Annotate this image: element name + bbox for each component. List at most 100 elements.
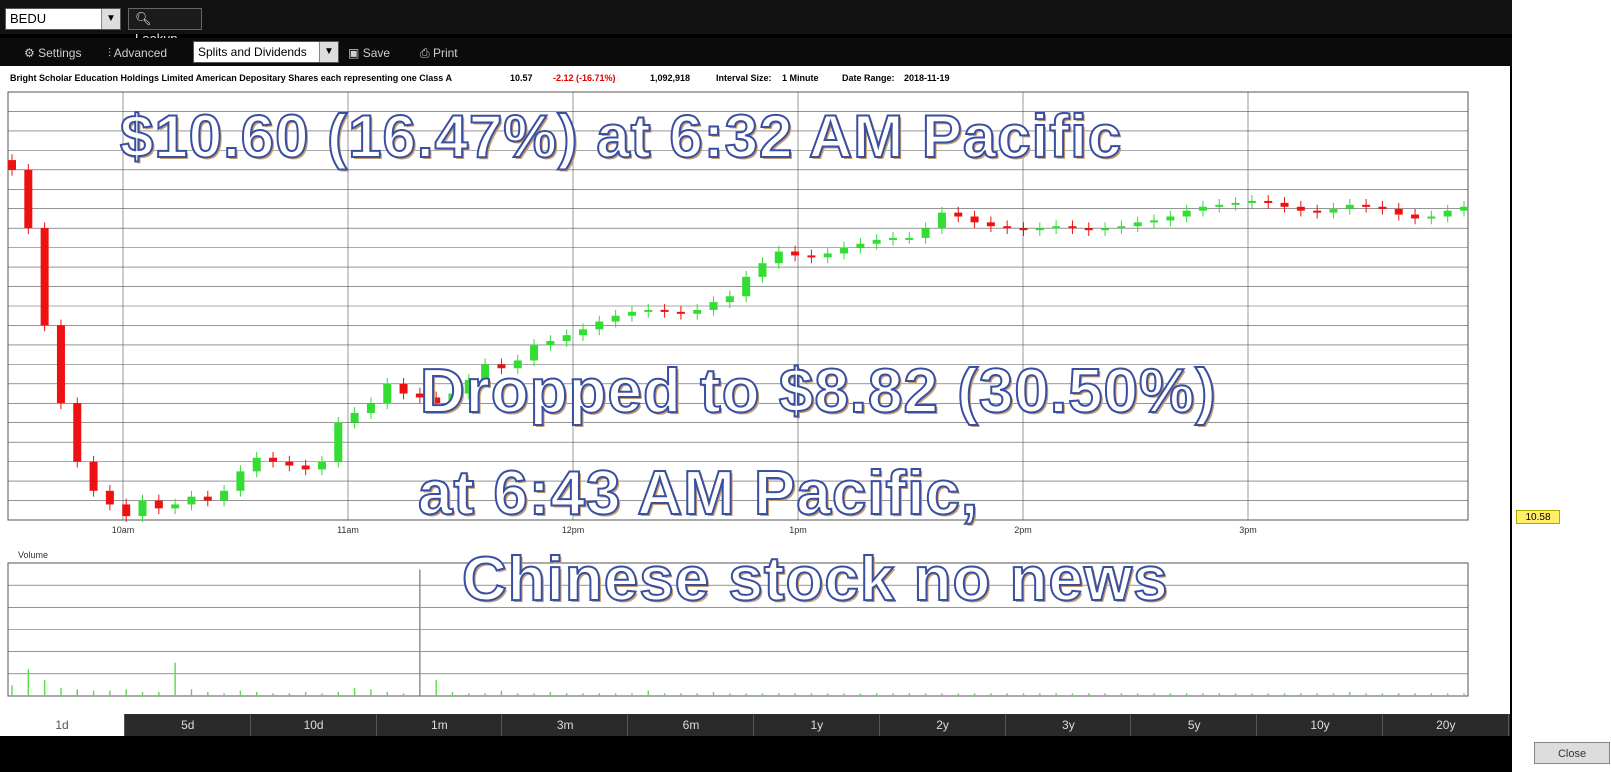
candle-body	[1068, 226, 1077, 229]
period-20y[interactable]: 20y	[1384, 714, 1509, 736]
candle-body	[758, 263, 767, 277]
x-tick-label: 11am	[337, 525, 359, 535]
candle-body	[1411, 214, 1420, 219]
candle-body	[709, 302, 718, 310]
candle-body	[1313, 210, 1322, 213]
annotation-line-1: $10.60 (16.47%) at 6:32 AM Pacific	[119, 102, 1123, 171]
candle-body	[921, 228, 930, 238]
advanced-button[interactable]: ⫶ Advanced	[108, 43, 167, 63]
candle-body	[905, 237, 914, 240]
current-price-tag: 10.58	[1516, 510, 1560, 524]
candle-body	[203, 496, 212, 501]
candle-body	[252, 457, 261, 472]
candle-body	[840, 247, 849, 254]
period-5d[interactable]: 5d	[126, 714, 251, 736]
candle-body	[1182, 210, 1191, 217]
period-10d[interactable]: 10d	[252, 714, 377, 736]
candle-body	[236, 471, 245, 491]
candle-body	[464, 379, 473, 394]
interval-value: 1 Minute	[782, 73, 819, 83]
period-1m[interactable]: 1m	[377, 714, 503, 736]
candle-body	[1443, 210, 1452, 217]
period-1y[interactable]: 1y	[755, 714, 880, 736]
candle-body	[791, 251, 800, 256]
candle-body	[171, 504, 180, 509]
splits-label: Splits and Dividends	[198, 45, 307, 59]
candle-body	[1215, 204, 1224, 207]
status-area	[0, 736, 1512, 772]
chevron-down-icon[interactable]: ▼	[319, 42, 338, 62]
symbol-value: BEDU	[10, 11, 47, 26]
candle-body	[317, 461, 326, 470]
candle-body	[1394, 208, 1403, 215]
gear-icon: ⚙	[24, 46, 35, 60]
print-label: Print	[432, 46, 458, 60]
period-3m[interactable]: 3m	[503, 714, 629, 736]
candle-body	[1101, 228, 1110, 231]
settings-label: Settings	[38, 46, 82, 60]
splits-dividends-select[interactable]: Splits and Dividends ▼	[193, 41, 339, 63]
candle-body	[1247, 200, 1256, 203]
candle-body	[154, 500, 163, 509]
candle-body	[693, 309, 702, 314]
candle-body	[1460, 206, 1468, 211]
annotation-line-2: Dropped to $8.82 (30.50%)	[419, 356, 1217, 427]
volume-axis-label: Volume	[18, 550, 48, 560]
candle-body	[970, 216, 979, 223]
candle-body	[1378, 206, 1387, 209]
annotation-line-4: Chinese stock no news	[461, 544, 1169, 615]
quote-info-bar: Bright Scholar Education Holdings Limite…	[0, 66, 1510, 88]
x-tick-label: 12pm	[562, 525, 585, 535]
candle-body	[269, 457, 278, 462]
x-tick-label: 10am	[112, 525, 135, 535]
candle-body	[448, 393, 457, 404]
candle-body	[530, 344, 539, 361]
candle-body	[1231, 202, 1240, 205]
candle-body	[1362, 204, 1371, 207]
period-2y[interactable]: 2y	[881, 714, 1006, 736]
candle-body	[1019, 228, 1028, 231]
settings-button[interactable]: ⚙ Settings	[24, 43, 81, 63]
candle-body	[24, 169, 33, 229]
period-6m[interactable]: 6m	[629, 714, 754, 736]
chart-icon: ⫶	[108, 46, 112, 60]
candle-body	[383, 383, 392, 404]
print-button[interactable]: ⎙ Print	[420, 43, 458, 63]
candle-body	[1150, 220, 1159, 223]
range-value: 2018-11-19	[904, 73, 950, 83]
candle-body	[187, 496, 196, 505]
symbol-select[interactable]: BEDU ▼	[5, 8, 121, 30]
candle-body	[481, 364, 490, 380]
candle-body	[807, 255, 816, 258]
candle-body	[579, 329, 588, 336]
chevron-down-icon[interactable]: ▼	[101, 9, 120, 29]
period-10y[interactable]: 10y	[1258, 714, 1383, 736]
interval-label: Interval Size:	[716, 73, 772, 83]
candle-body	[774, 251, 783, 264]
search-icon: 🔍︎	[135, 11, 152, 26]
save-button[interactable]: ▣ Save	[348, 43, 390, 63]
side-panel	[1512, 0, 1611, 772]
period-5y[interactable]: 5y	[1132, 714, 1258, 736]
save-label: Save	[362, 46, 391, 60]
candle-body	[138, 500, 147, 517]
candle-body	[1280, 202, 1289, 207]
candle-body	[823, 253, 832, 258]
candle-body	[742, 276, 751, 297]
candle-body	[220, 490, 229, 501]
candle-body	[872, 239, 881, 244]
candle-body	[1084, 228, 1093, 231]
advanced-label: Advanced	[113, 46, 168, 60]
candle-body	[399, 383, 408, 394]
period-1d[interactable]: 1d	[0, 714, 125, 736]
candle-body	[366, 403, 375, 413]
candle-body	[122, 504, 131, 517]
lookup-button[interactable]: 🔍︎ Lookup	[128, 8, 202, 46]
period-3y[interactable]: 3y	[1006, 714, 1132, 736]
save-icon: ▣	[348, 46, 360, 60]
candle-body	[562, 335, 571, 342]
price-chart[interactable]: 10am 11am 12pm 1pm 2pm 3pm Volume	[0, 66, 1510, 714]
candle-body	[856, 243, 865, 248]
print-icon: ⎙	[420, 46, 430, 60]
close-button[interactable]: Close	[1534, 742, 1610, 764]
